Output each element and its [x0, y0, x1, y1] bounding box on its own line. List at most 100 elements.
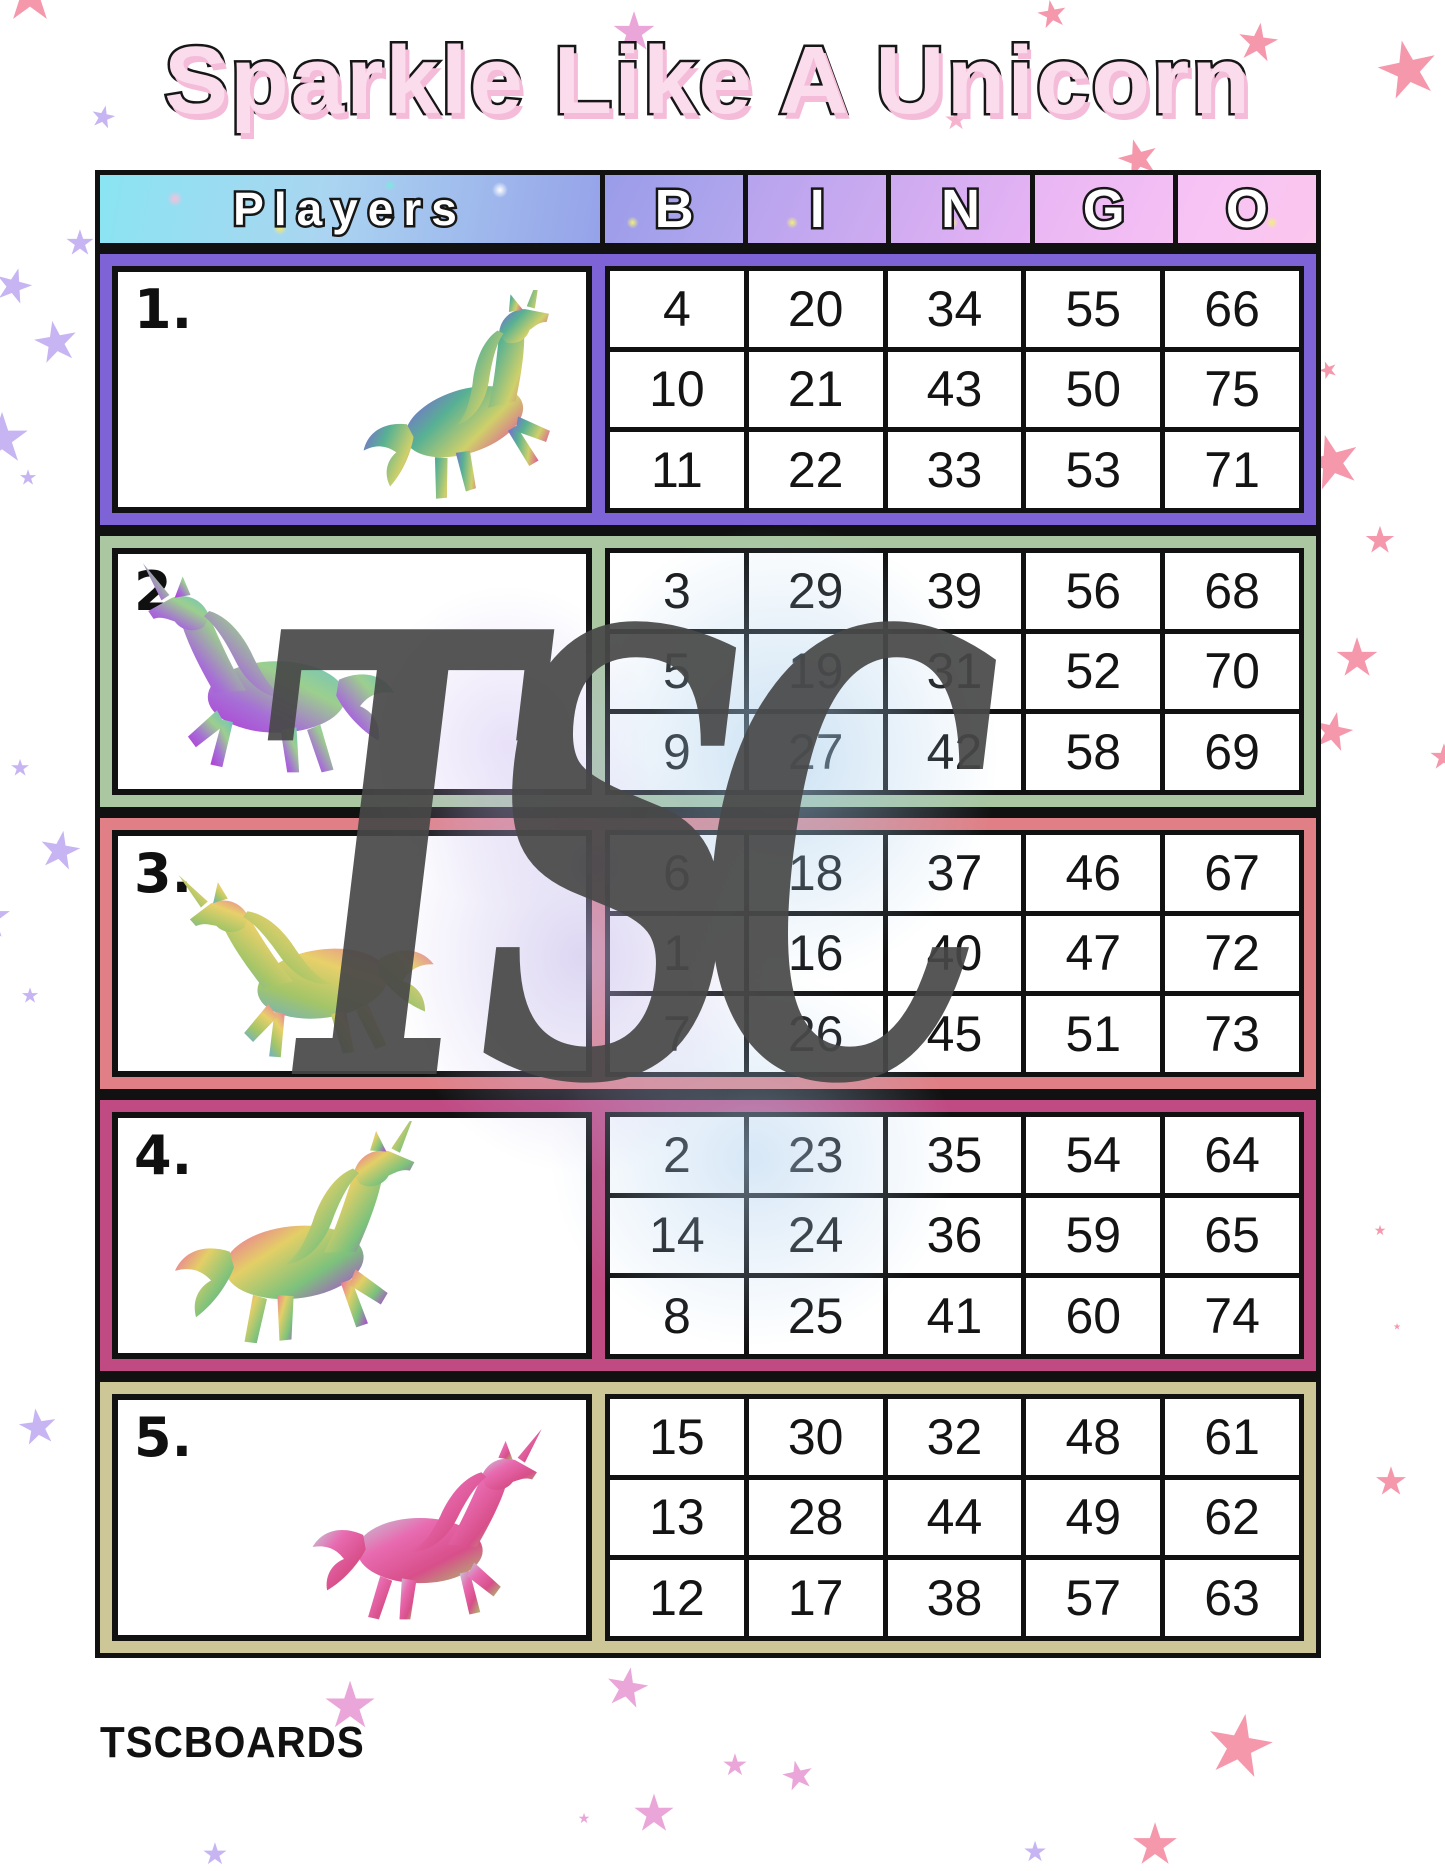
bingo-number-cell: 54 — [1026, 1117, 1161, 1193]
bingo-number-cell: 47 — [1026, 915, 1161, 992]
player-band-4: 4. 2 23 35 54 64 14 24 36 59 65 8 25 41 60 74 — [95, 1094, 1321, 1376]
bingo-number-cell: 70 — [1165, 633, 1299, 710]
player-bands: 1.420345566102143507511223353712.3293956… — [95, 248, 1321, 1658]
bingo-number-cell: 17 — [748, 1560, 883, 1636]
bingo-number-cell: 44 — [887, 1479, 1022, 1556]
bingo-letter-header-b: B — [605, 175, 744, 243]
star-icon: ★ — [201, 1838, 229, 1871]
star-icon: ★ — [64, 223, 96, 263]
bingo-number-cell: 42 — [887, 714, 1022, 790]
bingo-letter-header-o: O — [1177, 175, 1317, 243]
star-icon: ★ — [18, 466, 38, 490]
player-number-label: 3. — [134, 842, 193, 905]
players-header-cell: Players — [100, 175, 600, 243]
bingo-number-cell: 11 — [610, 432, 744, 508]
page-title: Sparkle Like A Unicorn — [162, 25, 1253, 137]
number-grid-4: 2 23 35 54 64 14 24 36 59 65 8 25 41 60 74 — [605, 1112, 1304, 1359]
bingo-number-cell: 14 — [610, 1197, 744, 1274]
bingo-number-cell: 23 — [748, 1117, 883, 1193]
player-name-box-1: 1. — [112, 266, 592, 513]
bingo-number-cell: 27 — [748, 714, 883, 790]
star-icon: ★ — [721, 1749, 749, 1782]
bingo-number-cell: 72 — [1165, 915, 1299, 992]
bingo-number-cell: 57 — [1026, 1560, 1161, 1636]
bingo-number-cell: 16 — [748, 915, 883, 992]
bingo-letter-header-g: G — [1034, 175, 1173, 243]
bingo-number-cell: 73 — [1165, 996, 1299, 1072]
bingo-number-cell: 46 — [1026, 835, 1161, 911]
star-icon: ★ — [1392, 1321, 1402, 1332]
bingo-number-cell: 58 — [1026, 714, 1161, 790]
bingo-number-cell: 60 — [1026, 1278, 1161, 1354]
bingo-number-cell: 2 — [610, 1117, 744, 1193]
player-band-1: 1. 4 20 34 55 66 10 21 43 50 75 11 22 33 53 71 — [95, 248, 1321, 530]
star-icon: ★ — [1022, 1836, 1048, 1867]
bingo-letter-header-i: I — [748, 175, 887, 243]
bingo-number-cell: 18 — [748, 835, 883, 911]
bingo-number-cell: 7 — [610, 996, 744, 1072]
number-grid-2: 3 29 39 56 68 5 19 31 52 70 9 27 42 58 69 — [605, 548, 1304, 795]
trotting-unicorn-icon — [312, 1428, 542, 1620]
bingo-number-cell: 4 — [610, 271, 744, 347]
footer-brand: TSCBOARDS — [100, 1718, 365, 1767]
bingo-number-cell: 36 — [887, 1197, 1022, 1274]
bingo-number-cell: 30 — [748, 1399, 883, 1475]
star-icon: ★ — [1333, 628, 1381, 688]
star-icon: ★ — [12, 1398, 63, 1457]
bingo-number-cell: 63 — [1165, 1560, 1299, 1636]
star-icon: ★ — [943, 104, 969, 135]
bingo-letter-header-n: N — [891, 175, 1030, 243]
bingo-number-cell: 31 — [887, 633, 1022, 710]
star-icon: ★ — [577, 1810, 591, 1826]
player-number-label: 5. — [134, 1406, 193, 1469]
bingo-number-cell: 64 — [1165, 1117, 1299, 1193]
star-icon: ★ — [32, 817, 88, 883]
bingo-number-cell: 59 — [1026, 1197, 1161, 1274]
star-icon: ★ — [20, 984, 40, 1008]
player-band-3: 3. 6 18 37 46 67 1 16 40 47 72 7 26 45 51 73 — [95, 812, 1321, 1094]
player-name-box-4: 4. — [112, 1112, 592, 1359]
player-name-box-2: 2. — [112, 548, 592, 795]
player-name-box-5: 5. — [112, 1394, 592, 1641]
bingo-number-cell: 15 — [610, 1399, 744, 1475]
bingo-number-cell: 12 — [610, 1560, 744, 1636]
star-icon: ★ — [1129, 1812, 1181, 1871]
player-band-5: 5. 15 30 32 48 61 13 28 44 49 62 12 17 38 57 63 — [95, 1376, 1321, 1658]
players-header-label: Players — [231, 181, 467, 238]
bingo-number-cell: 32 — [887, 1399, 1022, 1475]
bingo-number-cell: 24 — [748, 1197, 883, 1274]
star-icon: ★ — [1373, 1460, 1409, 1504]
bingo-number-cell: 71 — [1165, 432, 1299, 508]
bingo-number-cell: 65 — [1165, 1197, 1299, 1274]
bingo-number-cell: 8 — [610, 1278, 744, 1354]
star-icon: ★ — [0, 400, 33, 476]
bingo-number-cell: 75 — [1165, 351, 1299, 428]
bingo-number-cell: 50 — [1026, 351, 1161, 428]
bingo-number-cell: 29 — [748, 553, 883, 629]
star-icon: ★ — [26, 306, 86, 377]
bingo-number-cell: 55 — [1026, 271, 1161, 347]
star-icon: ★ — [0, 889, 14, 947]
star-icon: ★ — [1428, 737, 1445, 777]
bingo-number-cell: 56 — [1026, 553, 1161, 629]
number-grid-5: 15 30 32 48 61 13 28 44 49 62 12 17 38 57 63 — [605, 1394, 1304, 1641]
bingo-number-cell: 61 — [1165, 1399, 1299, 1475]
star-icon: ★ — [598, 1654, 656, 1722]
bingo-number-cell: 49 — [1026, 1479, 1161, 1556]
bingo-number-cell: 41 — [887, 1278, 1022, 1354]
bingo-number-cell: 67 — [1165, 835, 1299, 911]
bingo-number-cell: 48 — [1026, 1399, 1161, 1475]
bingo-number-cell: 45 — [887, 996, 1022, 1072]
bingo-number-cell: 66 — [1165, 271, 1299, 347]
bingo-number-cell: 39 — [887, 553, 1022, 629]
bingo-number-cell: 19 — [748, 633, 883, 710]
star-icon: ★ — [776, 1751, 820, 1801]
number-grid-1: 4 20 34 55 66 10 21 43 50 75 11 22 33 53 71 — [605, 266, 1304, 513]
rearing-unicorn-icon — [363, 290, 550, 499]
bingo-number-cell: 37 — [887, 835, 1022, 911]
bingo-number-cell: 10 — [610, 351, 744, 428]
star-icon: ★ — [9, 754, 31, 781]
bingo-number-cell: 33 — [887, 432, 1022, 508]
